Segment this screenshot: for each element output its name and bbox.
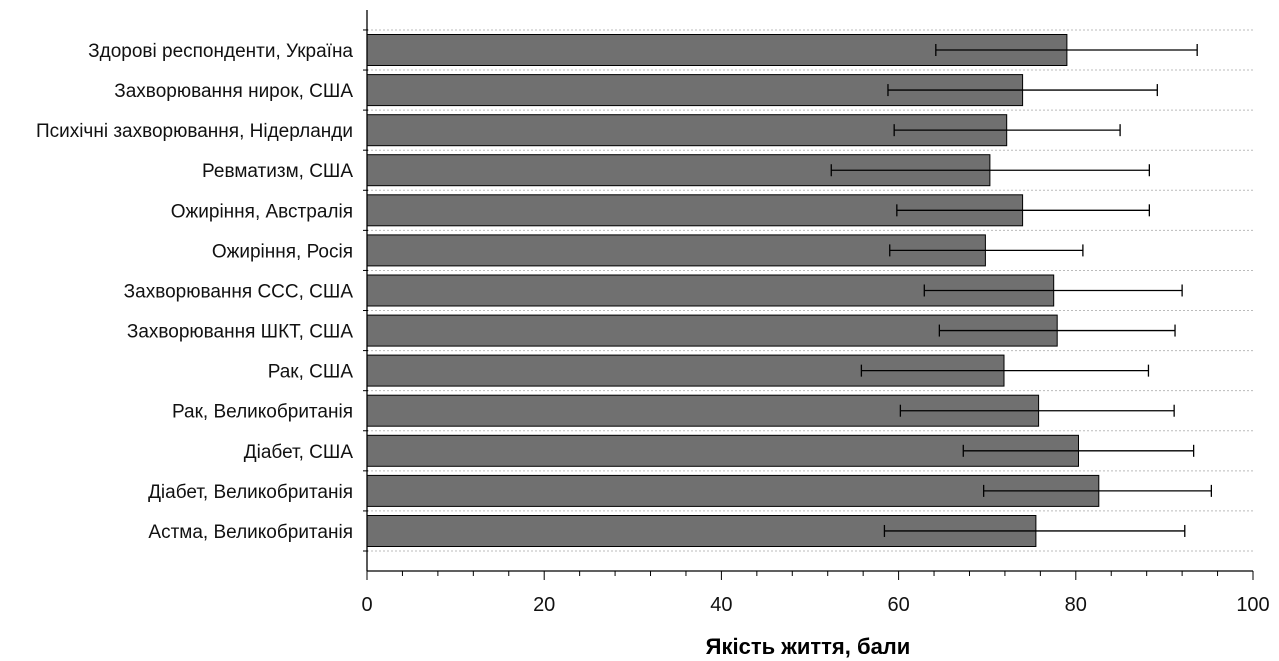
- category-label: Астма, Великобританія: [148, 522, 353, 543]
- category-label: Захворювання ССС, США: [124, 281, 354, 302]
- x-tick-labels: 0 20 40 60 80 100: [361, 594, 1269, 616]
- x-tick-label: 80: [1065, 594, 1087, 616]
- x-tick-label: 20: [533, 594, 555, 616]
- bar: [366, 474, 1100, 507]
- category-label: Рак, Великобританія: [172, 402, 353, 423]
- x-tick-label: 60: [887, 594, 909, 616]
- category-label: Здорові респонденти, Україна: [88, 41, 353, 62]
- category-label: Ожиріння, Австралія: [171, 201, 353, 222]
- x-tick-label: 0: [361, 594, 372, 616]
- x-tick-label: 40: [710, 594, 732, 616]
- x-tick-label: 100: [1236, 594, 1269, 616]
- category-label: Діабет, Великобританія: [148, 482, 353, 503]
- category-label: Психічні захворювання, Нідерланди: [36, 121, 353, 142]
- category-labels: Здорові респонденти, Україна Захворювання…: [36, 41, 353, 543]
- category-label: Рак, США: [268, 362, 354, 383]
- category-label: Діабет, США: [244, 442, 354, 463]
- category-label: Захворювання нирок, США: [114, 81, 353, 102]
- category-label: Ожиріння, Росія: [212, 241, 353, 262]
- category-label: Ревматизм, США: [202, 161, 353, 182]
- x-axis-title: Якість життя, бали: [706, 634, 911, 659]
- axes: [363, 10, 1254, 580]
- category-label: Захворювання ШКТ, США: [127, 322, 353, 343]
- error-bars: [830, 44, 1213, 537]
